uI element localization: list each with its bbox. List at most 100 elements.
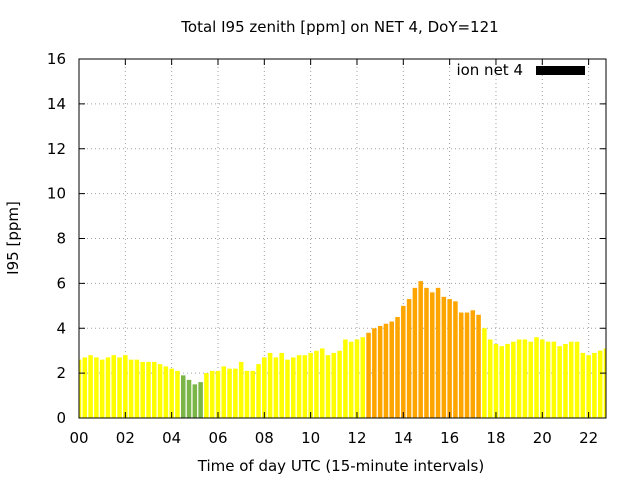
x-tick-label: 00 [69, 429, 88, 447]
bar-normal [603, 348, 606, 418]
bar-normal [540, 339, 545, 418]
legend: ion net 4 [456, 61, 585, 79]
bar-normal [360, 337, 366, 418]
x-tick-label: 14 [394, 429, 413, 447]
bar-normal [348, 341, 354, 418]
bar-normal [308, 352, 313, 418]
bar-low [186, 379, 192, 418]
bar-normal [279, 352, 284, 418]
bar-normal [238, 361, 244, 418]
x-tick-label: 04 [162, 429, 181, 447]
bar-normal [221, 366, 227, 418]
bar-normal [79, 359, 82, 418]
bar-normal [331, 352, 337, 418]
bar-normal [175, 370, 180, 418]
x-axis-label: Time of day UTC (15-minute intervals) [197, 457, 484, 475]
bar-normal [256, 364, 261, 418]
bar-normal [273, 357, 279, 418]
bar-normal [111, 355, 117, 418]
bar-normal [534, 337, 539, 418]
y-tick-label: 10 [47, 185, 66, 203]
bar-normal [157, 364, 163, 418]
bar-normal [267, 352, 273, 418]
x-tick-label: 20 [533, 429, 552, 447]
bar-normal [291, 357, 296, 418]
bar-elevated [458, 312, 464, 418]
y-tick-label: 4 [56, 319, 66, 337]
bar-elevated [418, 281, 423, 418]
bar-normal [244, 370, 250, 418]
x-tick-label: 02 [116, 429, 135, 447]
bar-normal [204, 373, 209, 418]
bar-elevated [476, 314, 481, 418]
bar-elevated [389, 321, 394, 418]
bar-normal [285, 359, 290, 418]
bar-normal [551, 341, 557, 418]
bar-normal [302, 355, 308, 418]
bar-normal [105, 357, 111, 418]
bar-normal [586, 355, 591, 418]
bar-elevated [435, 287, 441, 418]
bar-normal [592, 352, 597, 418]
x-tick-label: 18 [486, 429, 505, 447]
bar-normal [134, 359, 140, 418]
bar-normal [545, 341, 551, 418]
y-tick-label: 0 [56, 409, 66, 427]
x-tick-label: 12 [347, 429, 366, 447]
x-tick-label: 10 [301, 429, 320, 447]
bar-normal [528, 341, 533, 418]
bar-normal [493, 343, 499, 418]
bar-elevated [372, 328, 377, 418]
x-tick-labels: 00 02 04 06 08 10 12 14 16 18 20 22 [69, 429, 598, 447]
bar-normal [511, 341, 516, 418]
x-tick-label: 06 [208, 429, 227, 447]
x-tick-label: 22 [579, 429, 598, 447]
legend-label: ion net 4 [456, 61, 523, 79]
bar-normal [516, 339, 522, 418]
bar-normal [128, 359, 134, 418]
bar-normal [314, 350, 319, 418]
bar-normal [233, 368, 238, 418]
bar-low [180, 375, 186, 418]
y-tick-label: 6 [56, 274, 66, 292]
bar-normal [343, 339, 348, 418]
bar-normal [169, 368, 174, 418]
bar-elevated [453, 301, 458, 418]
bar-normal [580, 352, 586, 418]
bars [79, 281, 615, 418]
y-axis-label: I95 [ppm] [4, 201, 22, 275]
bar-normal [499, 346, 505, 418]
bar-normal [146, 361, 151, 418]
x-tick-label: 08 [255, 429, 274, 447]
bar-elevated [395, 317, 400, 418]
bar-normal [522, 339, 528, 418]
bar-elevated [366, 332, 371, 418]
bar-low [192, 384, 198, 418]
chart-title: Total I95 zenith [ppm] on NET 4, DoY=121 [180, 18, 498, 36]
bar-normal [337, 350, 342, 418]
bar-normal [296, 355, 302, 418]
bar-elevated [441, 296, 447, 418]
y-tick-labels: 0 2 4 6 8 10 12 14 16 [47, 50, 66, 427]
y-tick-label: 14 [47, 95, 66, 113]
bar-elevated [377, 326, 383, 418]
bar-elevated [383, 323, 389, 418]
bar-elevated [447, 299, 452, 418]
bar-normal [94, 357, 99, 418]
bar-normal [227, 368, 232, 418]
y-tick-label: 2 [56, 364, 66, 382]
legend-swatch [536, 66, 585, 75]
bar-elevated [470, 310, 476, 418]
bar-elevated [401, 305, 406, 418]
bar-elevated [464, 312, 470, 418]
bar-elevated [406, 299, 412, 418]
bar-low [198, 382, 203, 418]
bar-normal [319, 348, 325, 418]
bar-normal [610, 346, 615, 418]
bar-normal [557, 346, 562, 418]
bar-normal [487, 339, 493, 418]
bar-normal [482, 328, 487, 418]
y-tick-label: 8 [56, 230, 66, 248]
bar-normal [209, 370, 215, 418]
